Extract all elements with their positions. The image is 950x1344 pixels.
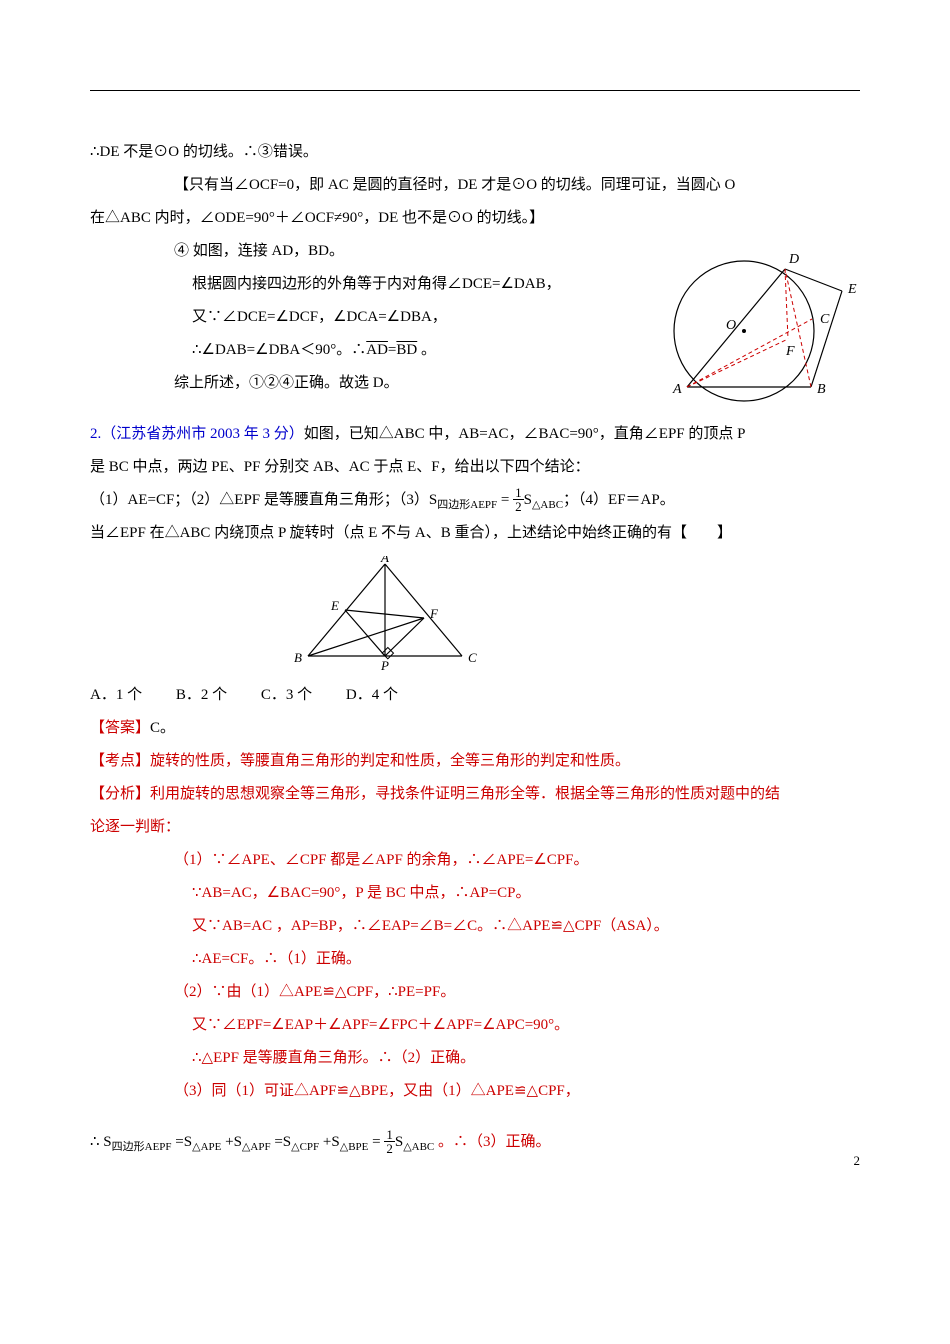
p7a: ∴∠DAB=∠DBA＜90°。∴ <box>192 342 366 358</box>
question-l4: 当∠EPF 在△ABC 内绕顶点 P 旋转时（点 E 不与 A、B 重合），上述… <box>90 517 860 550</box>
svg-text:B: B <box>817 382 826 397</box>
p7d: BD <box>396 342 417 358</box>
answer-label: 【答案】 <box>90 720 150 736</box>
eq-tail: 。∴（3）正确。 <box>434 1134 550 1150</box>
kaodian-value: 旋转的性质，等腰直角三角形的判定和性质，全等三角形的判定和性质。 <box>150 753 630 769</box>
svg-text:F: F <box>429 606 439 621</box>
svg-text:A: A <box>380 556 389 565</box>
question-tag: 2.（江苏省苏州市 2003 年 3 分） <box>90 426 304 442</box>
ans-2-1: （2）∵由（1）△APE≌△CPF，∴PE=PF。 <box>90 976 860 1009</box>
eq-e1: =S <box>175 1134 192 1150</box>
option-b: B．2 个 <box>176 687 227 703</box>
eq-num: 1 <box>384 1128 395 1142</box>
eq-e3: = <box>372 1134 380 1150</box>
eq-p2: +S <box>323 1134 340 1150</box>
para-2: 【只有当∠OCF=0，即 AC 是圆的直径时，DE 才是⊙O 的切线。同理可证，… <box>90 169 860 202</box>
p7b: AD <box>366 342 388 358</box>
q3s2: S <box>524 492 532 508</box>
figure-triangle: A B C P E F <box>290 556 860 677</box>
eq-sub6: △ABC <box>403 1141 434 1153</box>
svg-text:A: A <box>672 382 682 397</box>
question-l3: （1）AE=CF；（2）△EPF 是等腰直角三角形；（3）S四边形AEPF = … <box>90 484 860 517</box>
q3den: 2 <box>513 500 524 513</box>
figure-triangle-svg: A B C P E F <box>290 556 480 672</box>
svg-text:C: C <box>468 650 477 665</box>
p7e: 。 <box>417 342 436 358</box>
svg-text:E: E <box>330 598 339 613</box>
fenxi-2: 论逐一判断： <box>90 811 860 844</box>
question-text-a: 如图，已知△ABC 中，AB=AC，∠BAC=90°，直角∠EPF 的顶点 P <box>304 426 746 442</box>
figure-circle: A B C D E F O <box>660 239 860 414</box>
option-a: A．1 个 <box>90 687 142 703</box>
svg-text:B: B <box>294 650 302 665</box>
q3num: 1 <box>513 486 524 500</box>
ans-1-4: ∴AE=CF。∴（1）正确。 <box>90 943 860 976</box>
para-1: ∴DE 不是⊙O 的切线。∴③错误。 <box>90 136 860 169</box>
eq-s: S <box>395 1134 403 1150</box>
eq-sub5: △BPE <box>340 1141 369 1153</box>
option-c: C．3 个 <box>261 687 312 703</box>
q3frac: 12 <box>513 486 524 513</box>
svg-text:E: E <box>847 282 857 297</box>
answer-value: C。 <box>150 720 175 736</box>
ans-2-3: ∴△EPF 是等腰直角三角形。∴（2）正确。 <box>90 1042 860 1075</box>
eq-p1: +S <box>225 1134 242 1150</box>
page: ∴DE 不是⊙O 的切线。∴③错误。 【只有当∠OCF=0，即 AC 是圆的直径… <box>0 0 950 1199</box>
q3sub1: 四边形AEPF <box>437 499 497 511</box>
svg-text:D: D <box>788 252 799 267</box>
para-3: 在△ABC 内时，∠ODE=90°＋∠OCF≠90°，DE 也不是⊙O 的切线。… <box>90 202 860 235</box>
q3eq: = <box>501 492 509 508</box>
ans-1-1: （1）∵∠APE、∠CPF 都是∠APF 的余角，∴∠APE=∠CPF。 <box>90 844 860 877</box>
option-d: D．4 个 <box>346 687 398 703</box>
fenxi-label: 【分析】 <box>90 786 150 802</box>
eq-sub2: △APE <box>192 1141 221 1153</box>
top-rule <box>90 90 860 91</box>
ans-1-2: ∵AB=AC，∠BAC=90°，P 是 BC 中点，∴AP=CP。 <box>90 877 860 910</box>
kaodian: 【考点】旋转的性质，等腰直角三角形的判定和性质，全等三角形的判定和性质。 <box>90 745 860 778</box>
ans-3-1: （3）同（1）可证△APF≌△BPE，又由（1）△APE≌△CPF， <box>90 1075 860 1108</box>
svg-text:O: O <box>726 318 736 333</box>
options: A．1 个 B．2 个 C．3 个 D．4 个 <box>90 679 860 712</box>
svg-text:P: P <box>380 658 389 672</box>
q3sub2: △ABC <box>532 499 563 511</box>
q3a: （1）AE=CF；（2）△EPF 是等腰直角三角形；（3）S <box>90 492 437 508</box>
figure-circle-svg: A B C D E F O <box>660 239 860 409</box>
answer: 【答案】C。 <box>90 712 860 745</box>
eq-sub3: △APF <box>242 1141 271 1153</box>
question-l2: 是 BC 中点，两边 PE、PF 分别交 AB、AC 于点 E、F，给出以下四个… <box>90 451 860 484</box>
eq-den: 2 <box>384 1142 395 1155</box>
eq-sub4: △CPF <box>291 1141 319 1153</box>
ans-2-2: 又∵∠EPF=∠EAP＋∠APF=∠FPC＋∠APF=∠APC=90°。 <box>90 1009 860 1042</box>
kaodian-label: 【考点】 <box>90 753 150 769</box>
fenxi-1: 【分析】利用旋转的思想观察全等三角形，寻找条件证明三角形全等．根据全等三角形的性… <box>90 778 860 811</box>
page-number: 2 <box>854 1153 861 1169</box>
q3b: ；（4）EF＝AP。 <box>563 492 675 508</box>
eq-frac: 12 <box>384 1128 395 1155</box>
eqp: ∴ S <box>90 1134 112 1150</box>
svg-text:F: F <box>785 344 795 359</box>
eq-e2: =S <box>274 1134 291 1150</box>
fenxi-val-a: 利用旋转的思想观察全等三角形，寻找条件证明三角形全等．根据全等三角形的性质对题中… <box>150 786 780 802</box>
ans-3-eq: ∴ S四边形AEPF =S△APE +S△APF =S△CPF +S△BPE =… <box>90 1126 860 1159</box>
svg-text:C: C <box>820 312 830 327</box>
eq-sub1: 四边形AEPF <box>112 1141 172 1153</box>
ans-1-3: 又∵AB=AC ，AP=BP，∴∠EAP=∠B=∠C。∴△APE≌△CPF（AS… <box>90 910 860 943</box>
question-lead: 2.（江苏省苏州市 2003 年 3 分）如图，已知△ABC 中，AB=AC，∠… <box>90 418 860 451</box>
